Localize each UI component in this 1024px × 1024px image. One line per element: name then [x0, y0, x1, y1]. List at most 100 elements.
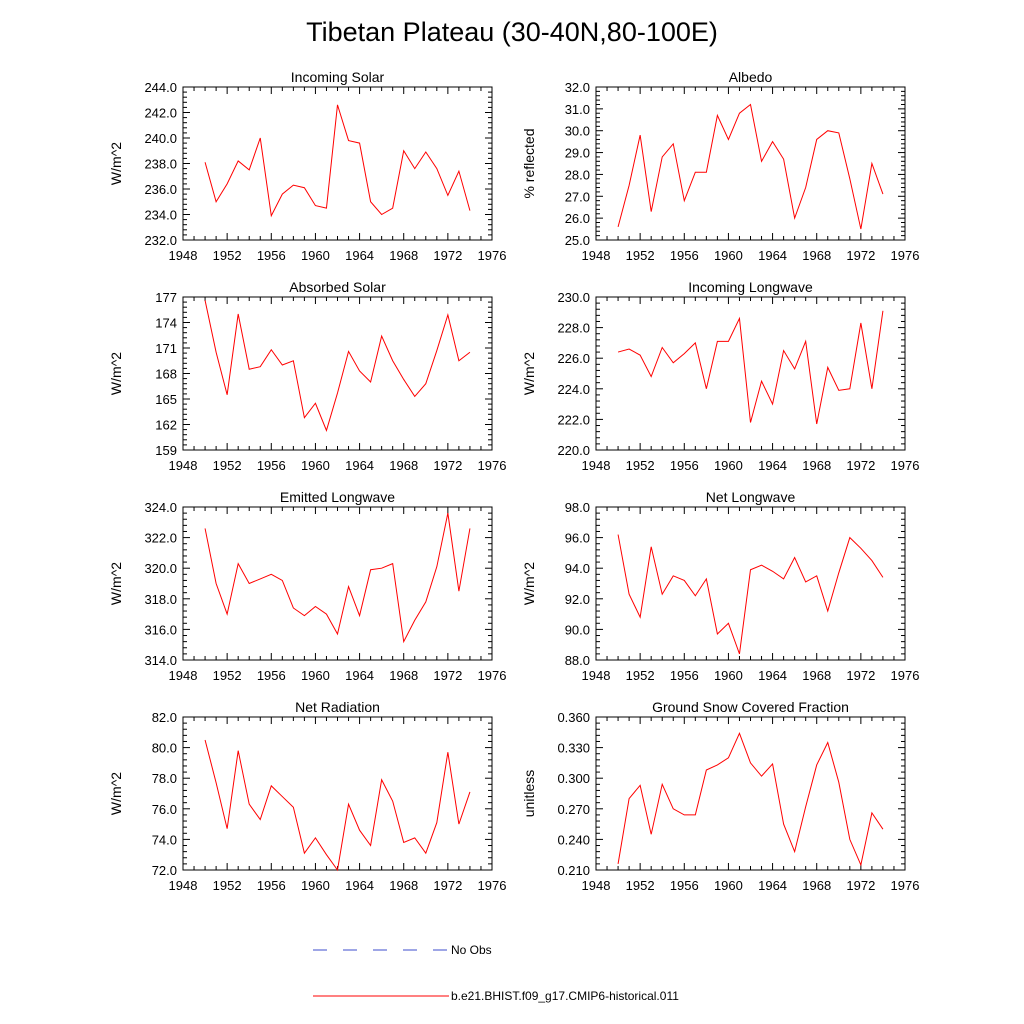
x-tick-label: 1952: [213, 878, 242, 893]
series-line-net-radiation: [204, 739, 471, 872]
plot-frame: [182, 506, 493, 661]
panel-title: Ground Snow Covered Fraction: [652, 699, 849, 715]
x-tick-label: 1972: [433, 668, 462, 683]
y-tick-label: 0.210: [557, 863, 590, 878]
y-tick-label: 92.0: [565, 592, 590, 607]
x-tick-label: 1960: [714, 458, 743, 473]
y-tick-label: 174: [155, 316, 177, 331]
y-tick-label: 224.0: [557, 382, 590, 397]
series-line-ground-snow-covered-fraction: [617, 732, 884, 867]
x-tick-label: 1976: [891, 248, 920, 263]
y-axis-label: W/m^2: [108, 352, 124, 395]
x-tick-label: 1968: [389, 878, 418, 893]
y-tick-label: 72.0: [152, 863, 177, 878]
x-tick-label: 1968: [389, 248, 418, 263]
x-tick-label: 1960: [301, 668, 330, 683]
panel-title: Incoming Solar: [291, 69, 385, 85]
y-tick-label: 226.0: [557, 351, 590, 366]
x-tick-label: 1960: [714, 878, 743, 893]
x-tick-label: 1948: [582, 878, 611, 893]
legend-label-no-obs: No Obs: [451, 943, 492, 957]
x-tick-label: 1948: [582, 668, 611, 683]
x-tick-label: 1968: [389, 668, 418, 683]
plot-frame: [182, 716, 493, 871]
y-tick-label: 162: [155, 418, 177, 433]
plot-frame: [182, 86, 493, 241]
panel-emitted-longwave: 1948 1952 1956 1960 1964 1968 1972 1976 314.0 316…: [108, 489, 506, 683]
x-tick-label: 1968: [802, 878, 831, 893]
y-tick-label: 0.300: [557, 771, 590, 786]
x-tick-label: 1972: [433, 248, 462, 263]
series-line-incoming-longwave: [617, 310, 884, 425]
plot-frame: [595, 506, 906, 661]
panel-title: Absorbed Solar: [289, 279, 386, 295]
panel-title: Net Radiation: [295, 699, 380, 715]
y-axis-label: W/m^2: [108, 142, 124, 185]
panel-incoming-longwave: 1948 1952 1956 1960 1964 1968 1972 1976 220.0 222…: [521, 279, 919, 473]
x-tick-label: 1976: [478, 458, 507, 473]
x-tick-label: 1952: [626, 248, 655, 263]
x-tick-label: 1976: [891, 458, 920, 473]
y-tick-label: 159: [155, 443, 177, 458]
panel-title: Net Longwave: [706, 489, 796, 505]
y-tick-label: 236.0: [144, 182, 177, 197]
x-tick-label: 1960: [301, 878, 330, 893]
figure-legend: No Obs b.e21.BHIST.f09_g17.CMIP6-historic…: [313, 943, 679, 1003]
y-tick-label: 177: [155, 290, 177, 305]
series-line-incoming-solar: [204, 104, 471, 218]
y-tick-label: 244.0: [144, 80, 177, 95]
x-tick-label: 1952: [626, 458, 655, 473]
x-tick-label: 1960: [714, 668, 743, 683]
y-tick-label: 318.0: [144, 592, 177, 607]
x-tick-label: 1956: [670, 458, 699, 473]
series-line-albedo: [617, 103, 884, 230]
y-tick-label: 234.0: [144, 208, 177, 223]
figure-title: Tibetan Plateau (30-40N,80-100E): [306, 17, 718, 47]
x-tick-label: 1976: [478, 878, 507, 893]
y-tick-label: 25.0: [565, 233, 590, 248]
x-tick-label: 1956: [670, 248, 699, 263]
y-tick-label: 171: [155, 341, 177, 356]
x-tick-label: 1968: [802, 668, 831, 683]
x-tick-label: 1956: [670, 878, 699, 893]
x-tick-label: 1960: [301, 458, 330, 473]
panel-absorbed-solar: 1948 1952 1956 1960 1964 1968 1972 1976 159 162 16…: [108, 279, 506, 473]
x-tick-label: 1956: [670, 668, 699, 683]
x-tick-label: 1964: [758, 248, 787, 263]
y-tick-label: 228.0: [557, 321, 590, 336]
y-tick-label: 230.0: [557, 290, 590, 305]
x-tick-label: 1960: [301, 248, 330, 263]
x-tick-label: 1964: [758, 458, 787, 473]
y-tick-label: 28.0: [565, 167, 590, 182]
x-tick-label: 1948: [582, 248, 611, 263]
x-tick-label: 1964: [758, 878, 787, 893]
y-axis-label: W/m^2: [108, 562, 124, 605]
y-tick-label: 30.0: [565, 124, 590, 139]
y-tick-label: 222.0: [557, 412, 590, 427]
y-tick-label: 90.0: [565, 622, 590, 637]
series-line-absorbed-solar: [204, 300, 471, 432]
y-tick-label: 0.360: [557, 710, 590, 725]
x-tick-label: 1948: [169, 458, 198, 473]
panel-net-longwave: 1948 1952 1956 1960 1964 1968 1972 1976 88.0 90.0…: [521, 489, 919, 683]
y-axis-label: W/m^2: [521, 562, 537, 605]
y-tick-label: 322.0: [144, 531, 177, 546]
y-tick-label: 320.0: [144, 561, 177, 576]
x-tick-label: 1968: [389, 458, 418, 473]
y-tick-label: 27.0: [565, 189, 590, 204]
x-tick-label: 1972: [433, 458, 462, 473]
y-tick-label: 0.330: [557, 741, 590, 756]
x-tick-label: 1952: [626, 878, 655, 893]
y-tick-label: 98.0: [565, 500, 590, 515]
y-tick-label: 314.0: [144, 653, 177, 668]
x-tick-label: 1964: [758, 668, 787, 683]
x-tick-label: 1952: [626, 668, 655, 683]
y-tick-label: 29.0: [565, 146, 590, 161]
y-tick-label: 94.0: [565, 561, 590, 576]
x-tick-label: 1948: [169, 668, 198, 683]
x-tick-label: 1952: [213, 458, 242, 473]
panel-title: Emitted Longwave: [280, 489, 395, 505]
x-tick-label: 1968: [802, 458, 831, 473]
panel-title: Albedo: [729, 69, 773, 85]
x-tick-label: 1952: [213, 668, 242, 683]
